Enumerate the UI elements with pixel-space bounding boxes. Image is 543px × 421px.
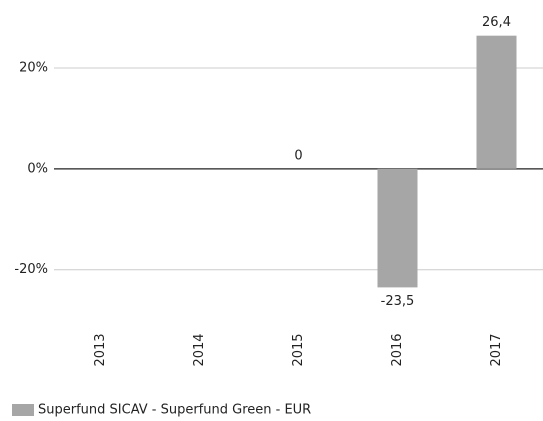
value-label: -23,5 (381, 294, 415, 309)
x-tick-label: 2014 (192, 333, 207, 366)
y-tick-label: 0% (27, 161, 48, 176)
value-label: 0 (294, 148, 302, 163)
bar (476, 35, 517, 169)
y-tick-label: -20% (14, 262, 48, 277)
value-label: 26,4 (482, 15, 511, 30)
x-tick-label: 2013 (93, 333, 108, 366)
legend-swatch (12, 404, 34, 416)
x-tick-label: 2016 (390, 333, 405, 366)
x-tick-label: 2015 (291, 333, 306, 366)
y-tick-label: 20% (19, 60, 48, 75)
bar (377, 168, 418, 288)
legend-label: Superfund SICAV - Superfund Green - EUR (38, 403, 311, 418)
x-tick-label: 2017 (489, 333, 504, 366)
